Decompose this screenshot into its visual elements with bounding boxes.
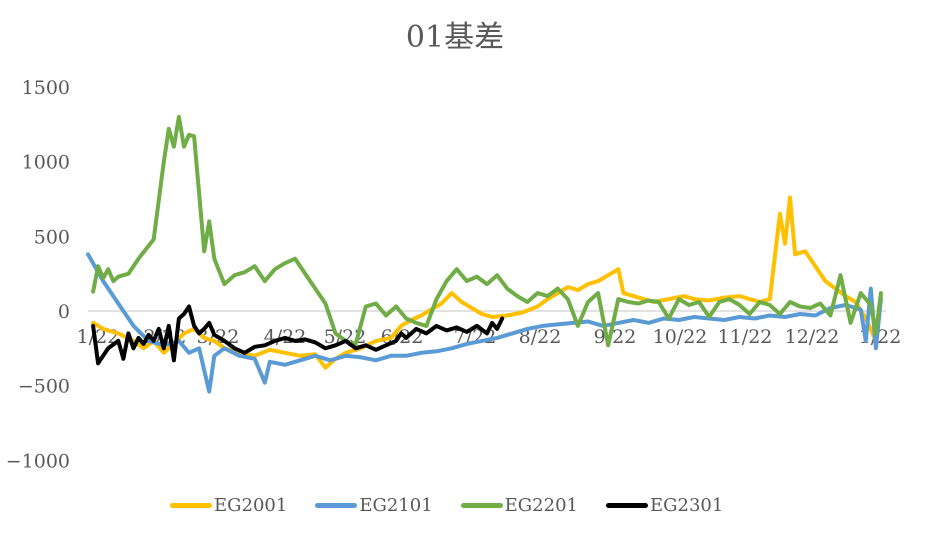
y-tick-label: −500 bbox=[18, 376, 70, 398]
legend-item-eg2201[interactable]: EG2201 bbox=[460, 495, 578, 516]
legend-swatch-eg2201 bbox=[460, 503, 503, 508]
legend-swatch-eg2001 bbox=[170, 503, 212, 508]
series-line-eg2201 bbox=[91, 114, 883, 348]
legend-item-eg2101[interactable]: EG2101 bbox=[315, 495, 433, 516]
y-tick-label: 1500 bbox=[22, 77, 70, 99]
x-tick-label: 9/22 bbox=[594, 326, 637, 348]
legend-label: EG2101 bbox=[359, 495, 433, 516]
x-tick-label: 8/22 bbox=[519, 326, 562, 348]
legend-label: EG2301 bbox=[649, 495, 724, 516]
series-line-eg2301 bbox=[91, 304, 505, 366]
legend-swatch-eg2301 bbox=[605, 503, 648, 508]
legend-label: EG2201 bbox=[504, 495, 578, 516]
legend-item-eg2301[interactable]: EG2301 bbox=[605, 495, 724, 516]
legend-label: EG2001 bbox=[214, 495, 288, 516]
y-tick-label: 0 bbox=[58, 301, 70, 323]
y-axis: 1500 1000 500 0 −500 −1000 bbox=[6, 77, 70, 472]
y-tick-label: 500 bbox=[34, 226, 70, 248]
series-layer bbox=[86, 114, 883, 394]
x-tick-label: 11/22 bbox=[718, 326, 773, 348]
y-tick-label: 1000 bbox=[22, 152, 70, 174]
y-tick-label: −1000 bbox=[6, 450, 70, 472]
x-tick-label: 12/22 bbox=[785, 326, 840, 348]
legend: EG2001 EG2101 EG2201 EG2301 bbox=[170, 495, 723, 516]
chart-title: 01基差 bbox=[405, 20, 505, 55]
x-tick-label: 1/22 bbox=[859, 326, 902, 348]
series-line-eg2101 bbox=[86, 252, 883, 394]
legend-swatch-eg2101 bbox=[315, 503, 358, 508]
legend-item-eg2001[interactable]: EG2001 bbox=[170, 495, 287, 516]
x-tick-label: 10/22 bbox=[653, 326, 708, 348]
